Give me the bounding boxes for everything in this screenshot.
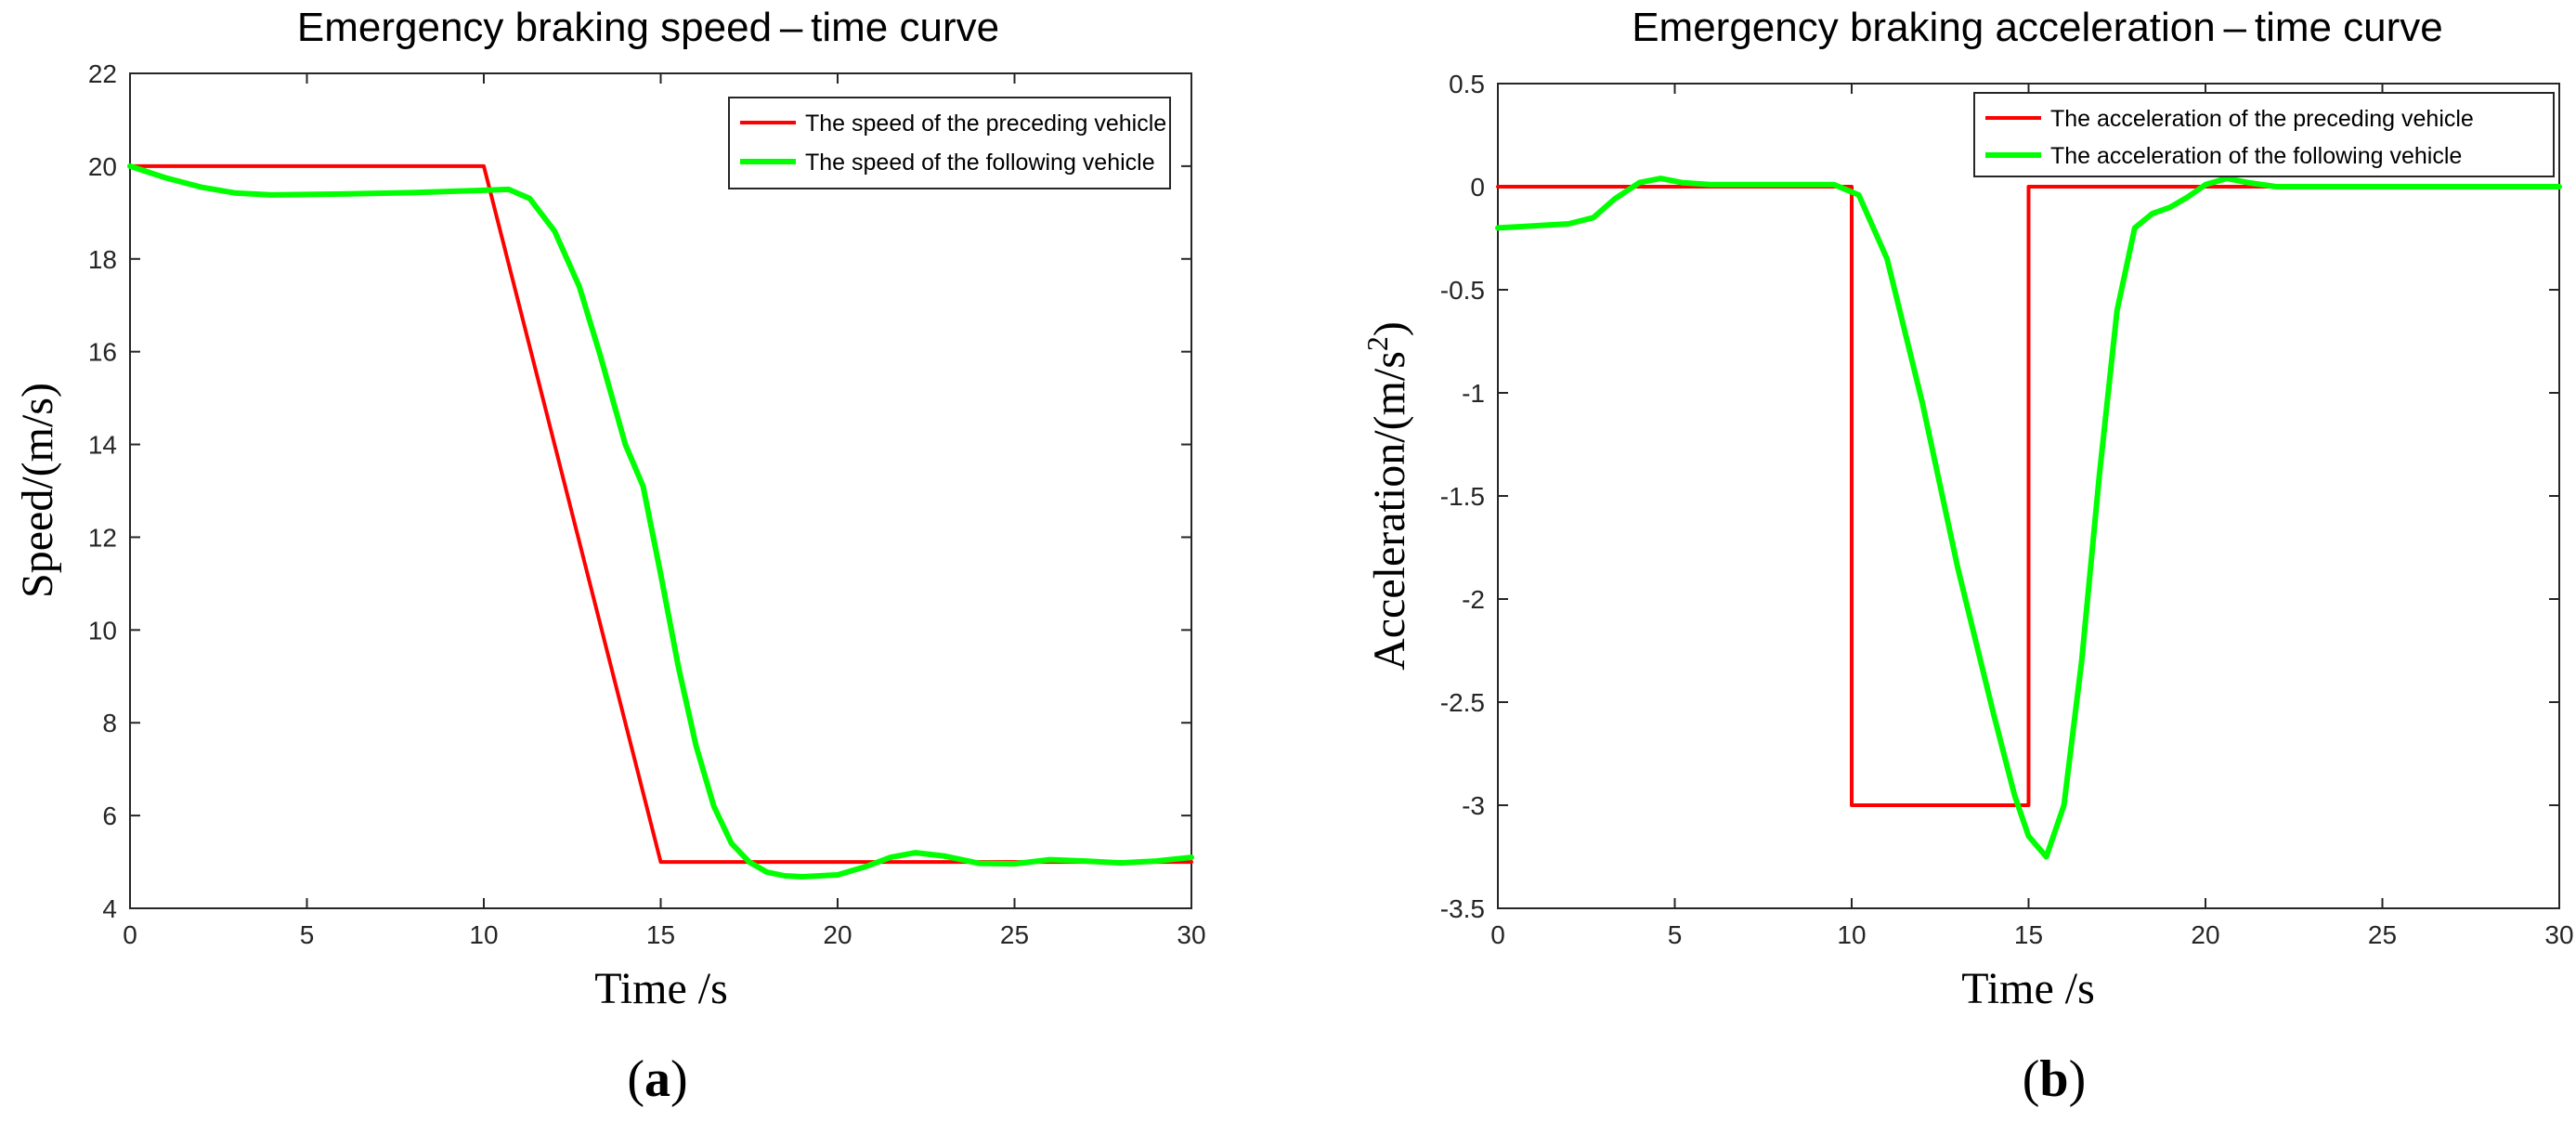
x-tick-label: 10: [1837, 920, 1866, 949]
x-tick-label: 30: [2544, 920, 2573, 949]
x-tick-label: 20: [823, 920, 852, 949]
y-tick-label: -1: [1462, 379, 1485, 408]
chart-title: Emergency braking acceleration – time cu…: [1632, 5, 2443, 50]
speed-time-chart: Emergency braking speed – time curve 0 5 1…: [13, 5, 1206, 1108]
x-tick-label: 20: [2191, 920, 2219, 949]
acceleration-time-chart: Emergency braking acceleration – time cu…: [1360, 5, 2574, 1108]
x-tick-label: 25: [2368, 920, 2397, 949]
y-tick-label: -1.5: [1440, 482, 1485, 511]
legend-box: [728, 97, 1171, 189]
panel-label-a: (a): [627, 1050, 687, 1108]
y-tick-label: 10: [88, 616, 117, 645]
y-tick-label: -2.5: [1440, 688, 1485, 717]
y-axis-label: Acceleration/(m/s2): [1360, 321, 1414, 671]
y-tick-label: 4: [102, 894, 117, 923]
legend-label: The speed of the preceding vehicle: [805, 111, 1166, 137]
x-tick-label: 15: [2014, 920, 2043, 949]
y-tick-label: -3.5: [1440, 894, 1485, 923]
x-tick-label: 0: [1490, 920, 1505, 949]
legend-box: [1973, 92, 2555, 177]
x-tick-label: 15: [646, 920, 675, 949]
x-tick-label: 10: [469, 920, 498, 949]
panel-label-b: (b): [2023, 1050, 2086, 1108]
x-axis-label: Time /s: [594, 964, 728, 1013]
legend: The acceleration of the preceding vehicl…: [1973, 92, 2555, 177]
y-tick-label: 12: [88, 523, 117, 552]
y-tick-label: 0.5: [1449, 70, 1485, 98]
legend-label: The acceleration of the following vehicl…: [2050, 143, 2462, 169]
x-tick-label: 30: [1177, 920, 1205, 949]
y-tick-label: -3: [1462, 791, 1485, 820]
chart-title: Emergency braking speed – time curve: [297, 5, 999, 50]
x-axis-label: Time /s: [1961, 964, 2095, 1013]
x-tick-label: 5: [300, 920, 315, 949]
y-tick-label: 0: [1470, 173, 1485, 202]
y-tick-label: 14: [88, 431, 117, 460]
y-tick-label: 22: [88, 59, 117, 88]
series-line-following: [1495, 176, 2562, 860]
x-tick-label: 0: [123, 920, 137, 949]
series-line-following: [127, 163, 1194, 880]
x-tick-label: 25: [1000, 920, 1029, 949]
y-tick-label: -2: [1462, 585, 1485, 614]
y-tick-label: 8: [102, 709, 117, 737]
y-tick-label: 6: [102, 802, 117, 830]
y-tick-label: -0.5: [1440, 276, 1485, 305]
series-line-preceding: [128, 163, 1193, 865]
x-tick-label: 5: [1668, 920, 1683, 949]
legend: The speed of the preceding vehicle The sp…: [728, 97, 1171, 189]
y-tick-label: 18: [88, 245, 117, 274]
y-tick-label: 20: [88, 152, 117, 181]
y-axis-label: Speed/(m/s): [13, 383, 62, 598]
y-tick-label: 16: [88, 338, 117, 367]
legend-label: The acceleration of the preceding vehicl…: [2050, 106, 2474, 132]
plot-area: [129, 72, 1192, 909]
legend-label: The speed of the following vehicle: [805, 150, 1155, 176]
